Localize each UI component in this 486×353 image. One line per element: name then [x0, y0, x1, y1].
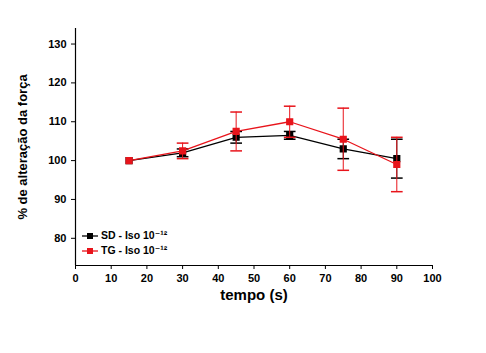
svg-text:30: 30 — [176, 272, 188, 284]
svg-text:20: 20 — [141, 272, 153, 284]
svg-text:tempo (s): tempo (s) — [220, 286, 288, 303]
svg-text:90: 90 — [54, 193, 66, 205]
svg-text:40: 40 — [212, 272, 224, 284]
html-text:TG - Iso 10⁻¹²: TG - Iso 10⁻¹² — [101, 244, 168, 256]
svg-text:10: 10 — [105, 272, 117, 284]
html-text:SD - Iso 10⁻¹²: SD - Iso 10⁻¹² — [101, 229, 168, 241]
svg-text:% de alteração da força: % de alteração da força — [15, 74, 30, 220]
svg-text:100: 100 — [48, 154, 66, 166]
svg-text:50: 50 — [248, 272, 260, 284]
svg-text:80: 80 — [54, 232, 66, 244]
svg-text:70: 70 — [319, 272, 331, 284]
svg-text:120: 120 — [48, 76, 66, 88]
svg-text:130: 130 — [48, 38, 66, 50]
svg-text:100: 100 — [423, 272, 441, 284]
svg-text:80: 80 — [355, 272, 367, 284]
svg-text:110: 110 — [49, 115, 67, 127]
svg-text:90: 90 — [391, 272, 403, 284]
svg-text:0: 0 — [72, 272, 78, 284]
svg-text:60: 60 — [284, 272, 296, 284]
